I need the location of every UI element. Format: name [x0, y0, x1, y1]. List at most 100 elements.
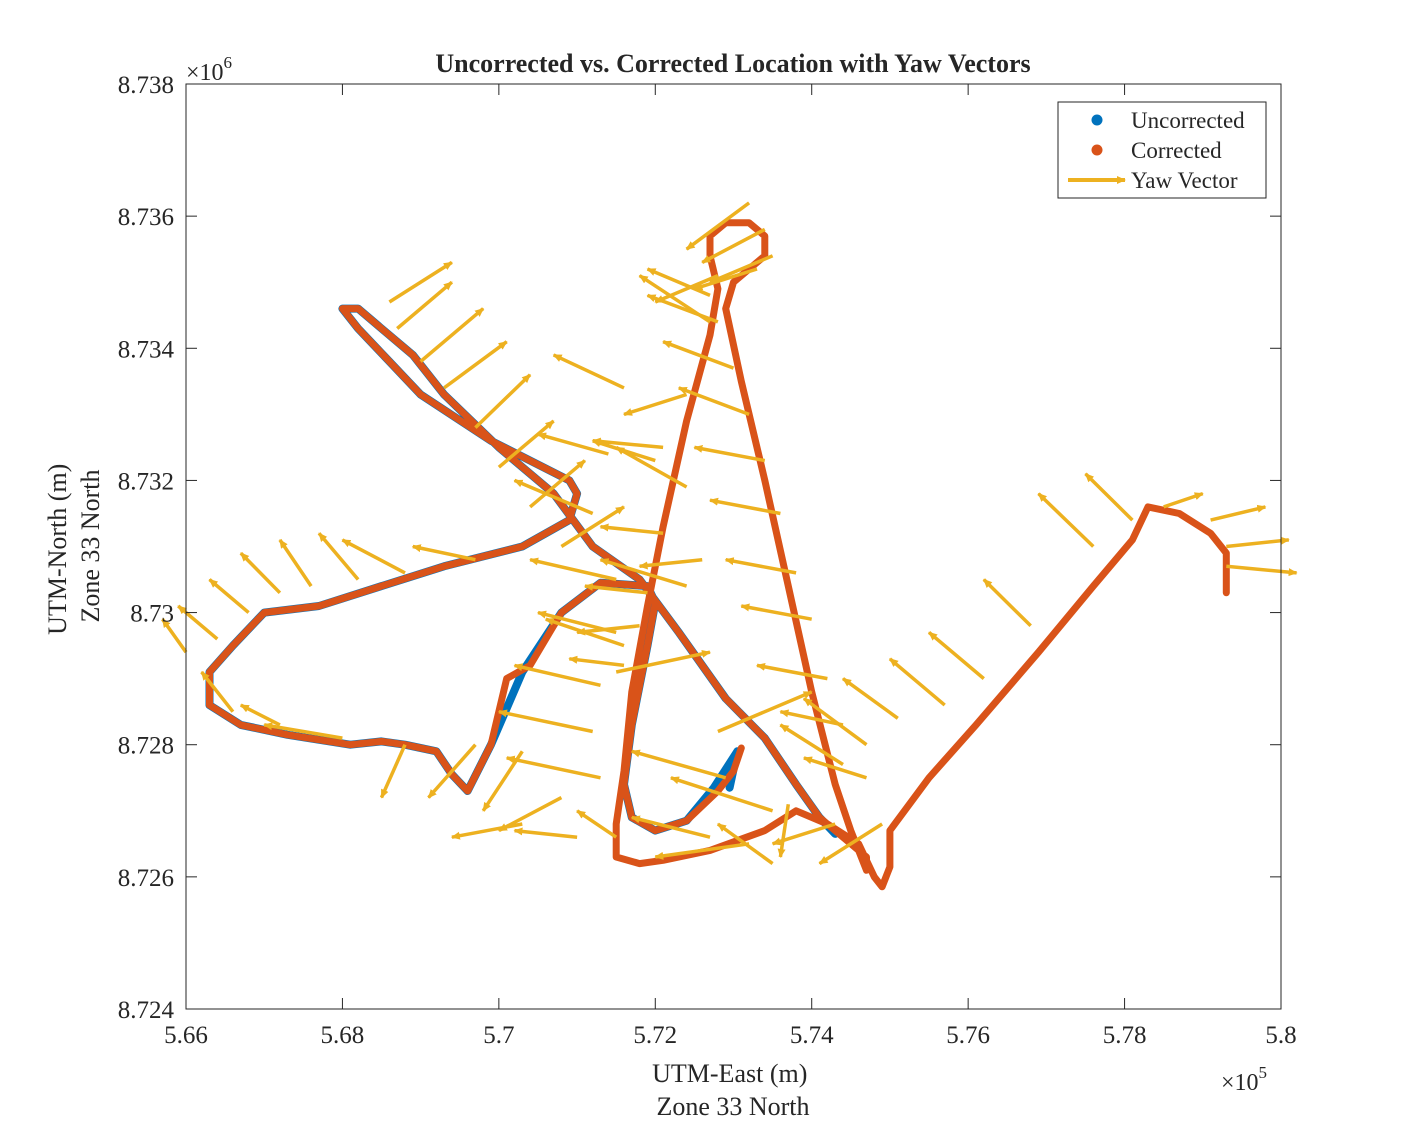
yaw-vector [599, 523, 664, 536]
x-axis-label-line2: Zone 33 North [656, 1092, 809, 1121]
yaw-vector [841, 677, 899, 720]
x-tick-label: 5.68 [321, 1022, 365, 1049]
yaw-vector [1226, 564, 1298, 577]
chart-title: Uncorrected vs. Corrected Location with … [435, 49, 1030, 78]
yaw-vector [591, 439, 656, 463]
yaw-vector [576, 624, 640, 636]
y-axis-label: UTM-North (m) Zone 33 North [43, 457, 105, 635]
x-exponent-power: 5 [1259, 1063, 1268, 1082]
yaw-vector [685, 201, 751, 251]
y-exponent-base: ×10 [186, 60, 224, 86]
yaw-vector [740, 603, 813, 621]
yaw-vector [427, 743, 477, 799]
x-tick-label: 5.8 [1265, 1022, 1296, 1049]
yaw-vector [717, 690, 813, 734]
yaw-vector [529, 557, 617, 582]
yaw-vector [630, 749, 727, 780]
yaw-vector [982, 578, 1032, 628]
x-axis-label-line1: UTM-East (m) [652, 1059, 807, 1088]
x-tick-label: 5.7 [483, 1022, 514, 1049]
y-tick-label: 8.736 [118, 204, 174, 231]
yaw-vector [411, 544, 476, 562]
yaw-vector [771, 822, 836, 846]
y-axis-label-line2: Zone 33 North [76, 469, 105, 622]
x-tick-label: 5.76 [946, 1022, 990, 1049]
yaw-vector [693, 267, 758, 291]
yaw-vector [818, 822, 884, 866]
yaw-vector [497, 419, 555, 469]
y-exponent-power: 6 [224, 53, 233, 72]
yaw-vector [724, 557, 797, 575]
yaw-vector [552, 353, 625, 390]
yaw-vector [615, 649, 711, 674]
yaw-vector [701, 227, 766, 264]
x-tick-label: 5.66 [164, 1022, 208, 1049]
yaw-vector [341, 538, 406, 575]
yaw-vector [638, 557, 703, 570]
x-tick-label: 5.72 [633, 1022, 677, 1049]
legend-marker-uncorrected [1091, 114, 1103, 126]
yaw-vector [630, 815, 711, 839]
yaw-vector [388, 260, 453, 304]
yaw-vectors [161, 201, 1298, 866]
yaw-vector [419, 307, 485, 363]
x-exponent: ×105 [1221, 1063, 1267, 1096]
yaw-vector [779, 709, 844, 727]
yaw-vector [443, 340, 508, 390]
yaw-vector [888, 657, 946, 707]
yaw-vector [756, 662, 828, 681]
legend-label-corrected: Corrected [1131, 138, 1222, 163]
yaw-vector [638, 274, 711, 324]
yaw-vector [379, 743, 407, 799]
legend-label-uncorrected: Uncorrected [1131, 108, 1245, 133]
y-tick-label: 8.734 [118, 336, 175, 363]
yaw-vector [716, 822, 774, 866]
yaw-vector [239, 703, 281, 727]
yaw-vector [513, 827, 578, 839]
y-exponent: ×106 [186, 53, 232, 86]
y-tick-label: 8.724 [118, 997, 175, 1024]
yaw-vector [528, 459, 587, 509]
x-exponent-base: ×10 [1221, 1070, 1259, 1096]
yaw-vector [669, 776, 774, 813]
yaw-vector [208, 578, 250, 614]
yaw-vector [599, 558, 688, 588]
y-tick-label: 8.73 [130, 601, 174, 628]
yaw-vector [278, 538, 313, 588]
yaw-vector [654, 842, 750, 860]
yaw-vector [677, 386, 750, 417]
x-axis-label: UTM-East (m) Zone 33 North [652, 1059, 814, 1121]
yaw-vector [1037, 492, 1095, 548]
y-tick-label: 8.728 [118, 733, 174, 760]
x-tick-label: 5.74 [790, 1022, 834, 1049]
yaw-vector [161, 618, 188, 654]
axis-ticks: 5.66 5.68 5.7 5.72 5.74 5.76 5.78 5.8 8.724 8.726… [118, 72, 1297, 1049]
yaw-vector [591, 437, 664, 450]
yaw-vector [560, 505, 625, 548]
legend-marker-corrected [1091, 144, 1103, 156]
yaw-vector [709, 497, 781, 516]
plot-area [186, 84, 1281, 1009]
y-tick-label: 8.738 [118, 72, 174, 99]
x-tick-label: 5.78 [1103, 1022, 1147, 1049]
y-tick-label: 8.732 [118, 468, 174, 495]
y-tick-label: 8.726 [118, 865, 174, 892]
yaw-vector [693, 444, 766, 463]
yaw-vector [505, 755, 601, 780]
legend: Uncorrected Corrected Yaw Vector [1057, 101, 1267, 199]
yaw-vector [615, 445, 688, 489]
yaw-vector [1084, 472, 1134, 522]
yaw-vector [177, 604, 219, 641]
yaw-vector [497, 709, 594, 734]
yaw-vector [513, 663, 601, 688]
yaw-vector [802, 756, 868, 780]
yaw-vector [576, 809, 618, 839]
yaw-vector [777, 803, 791, 858]
yaw-vector [513, 478, 594, 516]
axes-box [185, 83, 1282, 1010]
yaw-vector [927, 631, 985, 680]
yaw-vector [474, 373, 532, 429]
yaw-vector [646, 267, 711, 298]
yaw-vector [200, 670, 235, 713]
yaw-vector [709, 254, 774, 284]
